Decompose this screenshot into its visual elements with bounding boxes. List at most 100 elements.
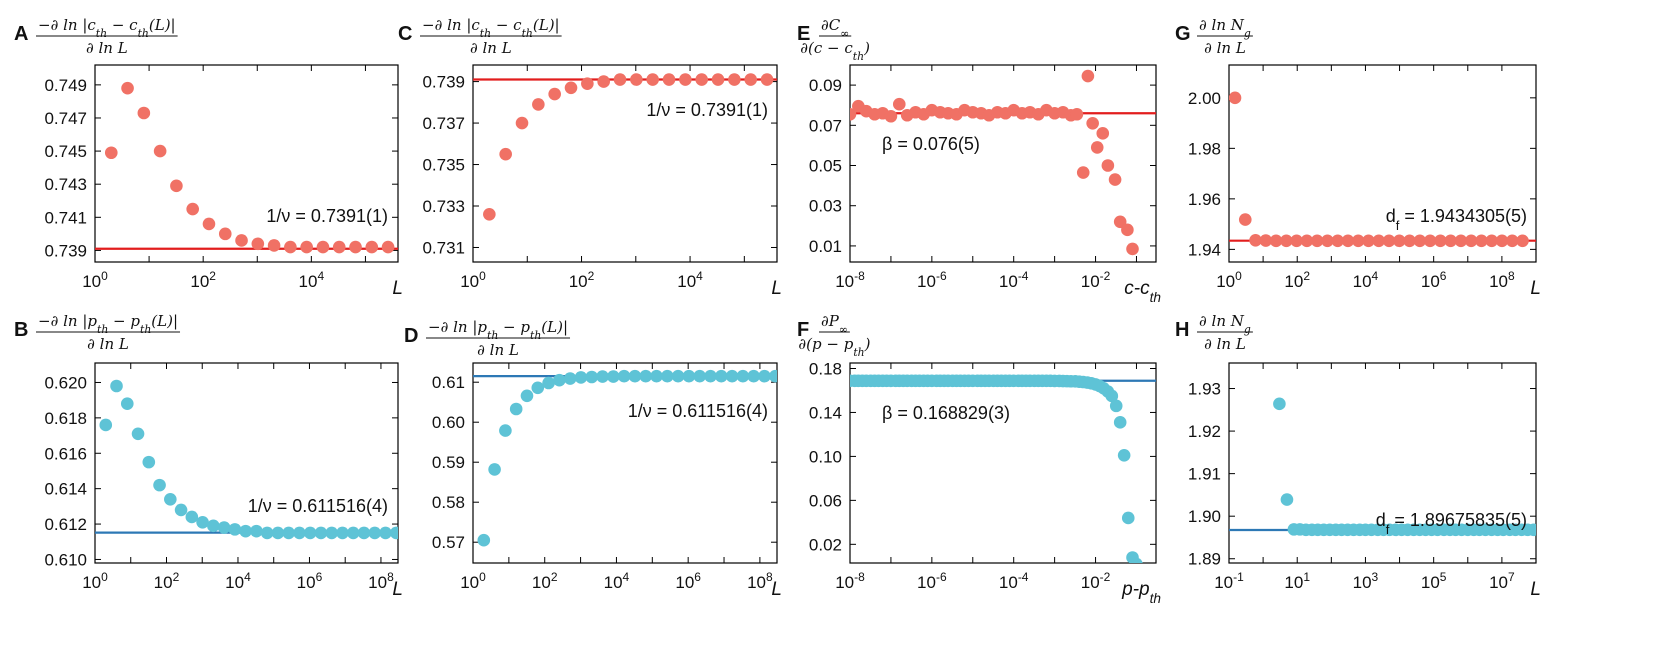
data-points xyxy=(850,69,1139,256)
y-tick-label: 0.620 xyxy=(44,373,87,392)
data-point xyxy=(1382,234,1396,248)
annotation: 1/ν = 0.611516(4) xyxy=(248,496,388,516)
x-tick-label: 102 xyxy=(532,570,558,592)
data-point xyxy=(679,73,692,86)
data-point xyxy=(1269,234,1283,248)
data-point xyxy=(239,524,252,538)
data-point xyxy=(1413,234,1427,248)
data-point xyxy=(1238,213,1252,226)
y-label-numerator: ∂ ln Ng xyxy=(1199,16,1251,40)
data-point xyxy=(381,240,395,254)
data-point xyxy=(271,526,285,540)
data-point xyxy=(357,526,371,540)
plot-frame xyxy=(1228,362,1537,564)
data-point xyxy=(607,370,620,383)
y-tick-label: 1.94 xyxy=(1188,240,1221,259)
data-point xyxy=(293,526,306,540)
data-point xyxy=(1341,234,1355,248)
y-tick-label: 1.98 xyxy=(1188,139,1221,158)
data-point xyxy=(1300,234,1314,248)
data-point xyxy=(1126,242,1139,256)
data-point xyxy=(1290,234,1303,248)
data-point xyxy=(365,240,379,254)
data-point xyxy=(104,146,118,160)
y-label-numerator: −∂ ln |pth − pth(L)| xyxy=(38,312,178,336)
x-tick-label: 106 xyxy=(297,570,323,592)
x-axis-label: L xyxy=(771,278,782,299)
y-tick-label: 0.739 xyxy=(422,73,465,92)
data-point xyxy=(1423,234,1437,248)
data-point xyxy=(1516,234,1529,248)
data-point xyxy=(1454,234,1468,248)
y-tick-label: 0.03 xyxy=(809,197,842,216)
data-point xyxy=(1070,107,1084,121)
data-point xyxy=(650,369,663,383)
panel-letter: E xyxy=(797,23,810,45)
data-point xyxy=(1108,173,1122,186)
data-point xyxy=(1096,127,1110,140)
x-axis-label: L xyxy=(392,278,403,299)
data-point xyxy=(758,369,771,383)
data-point xyxy=(574,371,588,384)
y-label-denominator: ∂(c − cth) xyxy=(800,39,870,63)
data-point xyxy=(349,240,362,254)
data-point xyxy=(314,526,328,540)
data-point xyxy=(1259,234,1273,247)
x-tick-label: 100 xyxy=(460,269,486,291)
data-points xyxy=(850,374,1143,563)
data-point xyxy=(336,526,349,540)
data-point xyxy=(488,463,501,476)
x-axis-label: c-cth xyxy=(1124,278,1161,305)
data-point xyxy=(884,109,898,123)
x-tick-label: 10-4 xyxy=(999,269,1029,291)
data-point xyxy=(693,369,706,383)
data-point xyxy=(185,510,199,524)
data-points xyxy=(104,81,395,254)
data-point xyxy=(1086,117,1099,130)
y-label-denominator: ∂ ln L xyxy=(86,39,128,57)
data-point xyxy=(499,424,512,437)
data-points xyxy=(483,73,774,221)
x-tick-label: 107 xyxy=(1489,570,1515,592)
data-point xyxy=(316,240,330,254)
data-point xyxy=(613,73,627,86)
data-point xyxy=(646,73,659,86)
data-point xyxy=(736,369,750,383)
panel-G: 100 102 104 106 108 L 1.94 1.96 1.98 2.00 df = 1.9… xyxy=(1175,16,1541,299)
x-tick-label: 10-2 xyxy=(1081,570,1111,592)
y-label-numerator: −∂ ln |pth − pth(L)| xyxy=(428,318,568,342)
annotation: 1/ν = 0.611516(4) xyxy=(628,401,768,421)
y-label-denominator: ∂ ln L xyxy=(1204,335,1246,353)
panel-letter: H xyxy=(1175,319,1189,341)
y-tick-label: 0.737 xyxy=(422,114,465,133)
data-point xyxy=(267,239,281,252)
x-tick-label: 10-8 xyxy=(835,570,865,592)
y-tick-label: 0.745 xyxy=(44,142,87,161)
data-point xyxy=(1444,234,1457,248)
data-point xyxy=(704,369,717,383)
y-label-numerator: ∂C∞ xyxy=(821,16,849,40)
data-point xyxy=(1362,234,1375,248)
y-tick-label: 1.89 xyxy=(1188,550,1221,569)
x-tick-label: 100 xyxy=(460,570,486,592)
panel-H: 10-1 101 103 105 107 L 1.89 1.90 1.91 1.92 1.93 df … xyxy=(1175,312,1541,600)
data-point xyxy=(760,73,774,86)
y-tick-label: 0.14 xyxy=(809,403,842,422)
y-label-numerator: ∂ ln Ng xyxy=(1199,312,1251,336)
x-axis-label: L xyxy=(1530,579,1541,600)
y-tick-label: 0.733 xyxy=(422,197,465,216)
y-label-denominator: ∂ ln L xyxy=(1204,39,1246,57)
panel-letter: B xyxy=(14,319,28,341)
x-tick-label: 10-2 xyxy=(1081,269,1111,291)
y-tick-label: 2.00 xyxy=(1188,89,1221,108)
data-point xyxy=(768,369,777,383)
y-tick-label: 0.59 xyxy=(432,453,465,472)
data-point xyxy=(1273,397,1286,411)
data-point xyxy=(99,418,113,432)
data-point xyxy=(682,369,696,383)
y-label-denominator: ∂ ln L xyxy=(87,335,129,353)
y-tick-label: 0.60 xyxy=(432,413,465,432)
data-point xyxy=(628,369,642,383)
data-point xyxy=(153,144,167,158)
